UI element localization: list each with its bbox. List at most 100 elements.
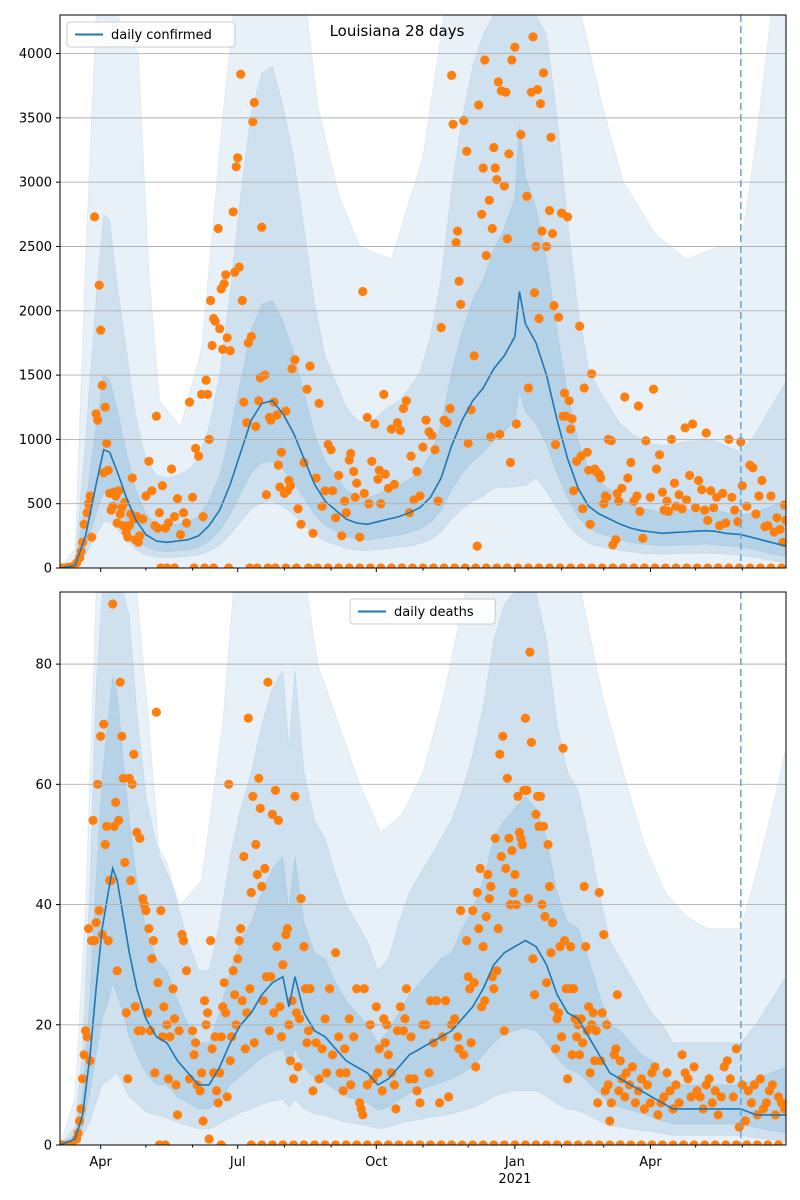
observation-point <box>392 418 402 428</box>
observation-point <box>516 130 526 140</box>
observation-point <box>579 383 589 393</box>
observation-point <box>694 475 704 486</box>
observation-point <box>157 481 167 491</box>
observation-point <box>412 1086 422 1096</box>
observation-point <box>626 1140 636 1145</box>
observation-point <box>480 996 490 1006</box>
observation-point <box>314 398 324 408</box>
observation-point <box>206 936 216 946</box>
observation-point <box>187 1026 198 1036</box>
observation-point <box>258 996 268 1006</box>
observation-point <box>528 954 538 964</box>
observation-point <box>386 1068 396 1078</box>
observation-point <box>671 1080 681 1090</box>
observation-point <box>272 410 282 420</box>
observation-point <box>172 1110 183 1120</box>
observation-point <box>453 1032 463 1042</box>
observation-point <box>707 1098 717 1108</box>
observation-point <box>677 504 687 514</box>
observation-point <box>275 482 285 492</box>
observation-point <box>144 456 154 466</box>
observation-point <box>320 1140 330 1145</box>
observation-point <box>96 731 106 741</box>
observation-point <box>313 563 323 568</box>
observation-point <box>742 501 752 511</box>
observation-point <box>362 412 372 423</box>
observation-point <box>490 833 500 844</box>
uncertainty-band-1 <box>60 15 786 568</box>
observation-point <box>320 486 330 496</box>
observation-point <box>480 55 490 65</box>
observation-point <box>761 1098 772 1108</box>
observation-point <box>221 1008 231 1018</box>
observation-point <box>350 492 360 502</box>
observation-point <box>373 474 383 484</box>
observation-point <box>659 1092 669 1102</box>
observation-point <box>79 519 89 529</box>
observation-point <box>94 906 104 916</box>
observation-point <box>334 563 344 568</box>
observation-point <box>224 563 234 568</box>
observation-point <box>331 948 341 958</box>
observation-point <box>206 295 216 306</box>
observation-point <box>198 1116 208 1126</box>
observation-point <box>424 1068 434 1078</box>
observation-point <box>248 117 258 127</box>
observation-point <box>730 505 740 515</box>
observation-point <box>189 563 199 568</box>
observation-point <box>752 1140 762 1145</box>
observation-point <box>504 149 514 159</box>
observation-point <box>308 528 318 538</box>
observation-point <box>252 869 262 880</box>
observation-point <box>273 815 283 826</box>
observation-point <box>248 791 258 802</box>
observation-point <box>275 1002 285 1012</box>
observation-point <box>433 496 443 506</box>
observation-point <box>323 563 333 568</box>
observation-point <box>653 1110 663 1120</box>
observation-point <box>781 515 786 525</box>
observation-point <box>471 1062 481 1072</box>
observation-point <box>278 960 288 970</box>
observation-point <box>535 791 546 802</box>
observation-point <box>552 1140 562 1145</box>
observation-point <box>540 912 550 922</box>
observation-point <box>532 85 543 95</box>
observation-point <box>654 450 665 460</box>
observation-point <box>94 280 104 290</box>
observation-point <box>555 563 565 568</box>
observation-point <box>767 1080 778 1090</box>
observation-point <box>742 1140 752 1145</box>
observation-point <box>581 942 591 952</box>
observation-point <box>135 833 145 844</box>
observation-point <box>451 238 461 248</box>
observation-point <box>489 142 499 153</box>
observation-point <box>614 1086 624 1096</box>
observation-point <box>215 324 225 334</box>
observation-point <box>108 599 118 609</box>
observation-point <box>334 1032 344 1042</box>
observation-point <box>645 1098 656 1108</box>
observation-point <box>520 1140 530 1145</box>
observation-point <box>442 418 452 428</box>
observation-point <box>462 146 472 156</box>
observation-point <box>406 1032 416 1042</box>
observation-point <box>489 984 499 994</box>
observation-point <box>606 1098 616 1108</box>
observation-point <box>290 791 300 802</box>
observation-point <box>111 797 121 808</box>
observation-point <box>409 1074 419 1084</box>
observation-point <box>627 1062 638 1072</box>
observation-point <box>737 481 747 491</box>
observation-point <box>124 521 134 531</box>
observation-point <box>432 996 442 1006</box>
observation-point <box>511 419 521 429</box>
observation-point <box>468 1140 478 1145</box>
observation-point <box>346 1080 356 1090</box>
observation-point <box>510 42 520 52</box>
observation-point <box>299 942 309 952</box>
y-tick-label: 3500 <box>19 111 52 126</box>
observation-point <box>456 906 466 916</box>
observation-point <box>251 839 261 850</box>
observation-point <box>257 881 267 892</box>
